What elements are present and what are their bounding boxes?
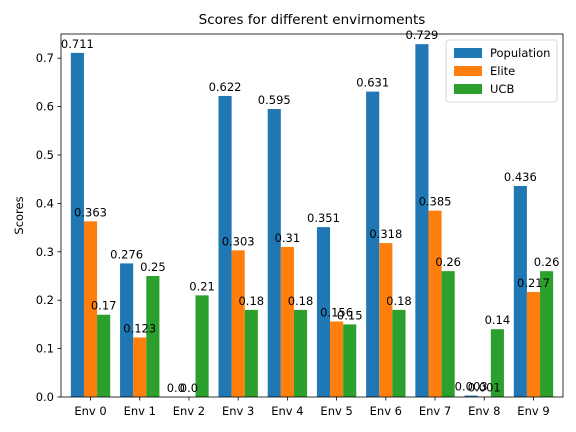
x-tick-label-9: Env 9 — [517, 404, 549, 418]
bar-population-7 — [415, 44, 429, 397]
chart-title: Scores for different envirnoments — [199, 12, 426, 28]
bar-elite-5 — [330, 321, 344, 397]
bar-label-population-5: 0.351 — [307, 211, 340, 225]
x-tick-label-4: Env 4 — [271, 404, 303, 418]
y-tick-label-3: 0.3 — [36, 245, 54, 259]
bar-label-elite-0: 0.363 — [74, 205, 107, 219]
bar-label-ucb-4: 0.18 — [288, 294, 314, 308]
bar-label-elite-3: 0.303 — [222, 234, 255, 248]
bar-ucb-7 — [441, 271, 455, 397]
bar-label-elite-6: 0.318 — [369, 227, 402, 241]
bar-population-5 — [316, 227, 331, 397]
bar-population-0 — [70, 52, 84, 397]
bar-label-ucb-7: 0.26 — [435, 255, 461, 269]
bar-label-elite-5: 0.156 — [320, 305, 353, 319]
bar-label-elite-2: 0.0 — [180, 381, 198, 395]
bar-ucb-8 — [490, 329, 504, 397]
bar-ucb-3 — [244, 309, 258, 397]
bar-label-ucb-0: 0.17 — [91, 299, 117, 313]
bar-labels-group: 0.711 0.276 0.0 0.622 0.595 0.351 0.631 0.729 0.… — [61, 28, 559, 395]
y-tick-label-6: 0.6 — [36, 100, 54, 114]
bar-population-9 — [513, 185, 527, 397]
bar-population-6 — [366, 91, 380, 397]
bar-label-population-6: 0.631 — [356, 76, 389, 90]
bar-label-population-1: 0.276 — [110, 247, 143, 261]
legend-label-population: Population — [490, 46, 550, 60]
bar-label-ucb-6: 0.18 — [386, 294, 412, 308]
bar-label-ucb-5: 0.15 — [337, 308, 363, 322]
bar-ucb-0 — [97, 314, 111, 397]
x-tick-label-7: Env 7 — [419, 404, 451, 418]
bar-elite-3 — [231, 250, 245, 397]
x-tick-label-1: Env 1 — [124, 404, 156, 418]
x-tick-label-8: Env 8 — [468, 404, 500, 418]
bar-label-population-0: 0.711 — [61, 37, 94, 51]
legend-label-elite: Elite — [490, 64, 515, 78]
bar-label-population-9: 0.436 — [504, 170, 537, 184]
x-tick-label-3: Env 3 — [222, 404, 254, 418]
bar-label-ucb-3: 0.18 — [238, 294, 264, 308]
bar-ucb-5 — [343, 324, 357, 397]
legend-label-ucb: UCB — [490, 82, 514, 96]
bar-elite-7 — [428, 210, 442, 397]
bar-label-elite-7: 0.385 — [419, 195, 452, 209]
y-tick-label-0: 0.0 — [36, 390, 54, 404]
bar-label-ucb-9: 0.26 — [534, 255, 560, 269]
bar-label-elite-1: 0.123 — [123, 321, 156, 335]
bar-elite-9 — [526, 291, 541, 397]
y-tick-label-5: 0.5 — [36, 148, 54, 162]
legend-swatch-elite — [454, 66, 482, 76]
bar-label-population-3: 0.622 — [209, 80, 242, 94]
bar-label-population-8: 0.003 — [455, 380, 488, 394]
bar-ucb-2 — [195, 295, 209, 397]
bar-ucb-4 — [293, 309, 308, 397]
y-tick-label-2: 0.2 — [36, 293, 54, 307]
bar-elite-0 — [83, 221, 98, 397]
bar-elite-4 — [280, 246, 294, 397]
bar-elite-1 — [133, 337, 147, 397]
bar-label-population-7: 0.729 — [405, 28, 438, 42]
bar-population-8 — [464, 395, 478, 397]
x-tick-label-0: Env 0 — [74, 404, 106, 418]
bar-label-ucb-2: 0.21 — [189, 279, 215, 293]
bar-ucb-1 — [146, 276, 160, 397]
bar-ucb-9 — [540, 271, 554, 397]
legend: Population Elite UCB — [445, 39, 558, 103]
bar-label-ucb-1: 0.25 — [140, 260, 166, 274]
bar-label-elite-4: 0.31 — [275, 231, 301, 245]
bar-label-elite-8: 0.001 — [468, 381, 501, 395]
bar-label-elite-9: 0.217 — [517, 276, 550, 290]
y-axis-ticks: 0.0 0.1 0.2 0.3 0.4 0.5 0.6 0.7 — [36, 51, 61, 404]
x-tick-label-5: Env 5 — [320, 404, 352, 418]
bar-elite-6 — [379, 243, 393, 397]
y-tick-label-7: 0.7 — [36, 51, 54, 65]
legend-swatch-population — [454, 48, 482, 58]
bar-label-ucb-8: 0.14 — [485, 313, 511, 327]
plot-frame — [60, 33, 564, 398]
bar-population-4 — [267, 109, 281, 398]
y-axis-label: Scores — [12, 196, 26, 234]
bar-label-population-2: 0.0 — [167, 381, 185, 395]
bar-ucb-6 — [392, 309, 406, 397]
bars-group — [70, 44, 554, 398]
bar-population-3 — [218, 95, 232, 398]
y-tick-label-4: 0.4 — [36, 196, 54, 210]
x-axis-ticks: Env 0 Env 1 Env 2 Env 3 Env 4 Env 5 Env 6 Env 7… — [74, 397, 550, 418]
legend-swatch-ucb — [454, 84, 482, 94]
bar-population-1 — [120, 263, 134, 397]
bar-label-population-4: 0.595 — [258, 93, 291, 107]
x-tick-label-6: Env 6 — [370, 404, 402, 418]
y-tick-label-1: 0.1 — [36, 342, 54, 356]
x-tick-label-2: Env 2 — [173, 404, 205, 418]
